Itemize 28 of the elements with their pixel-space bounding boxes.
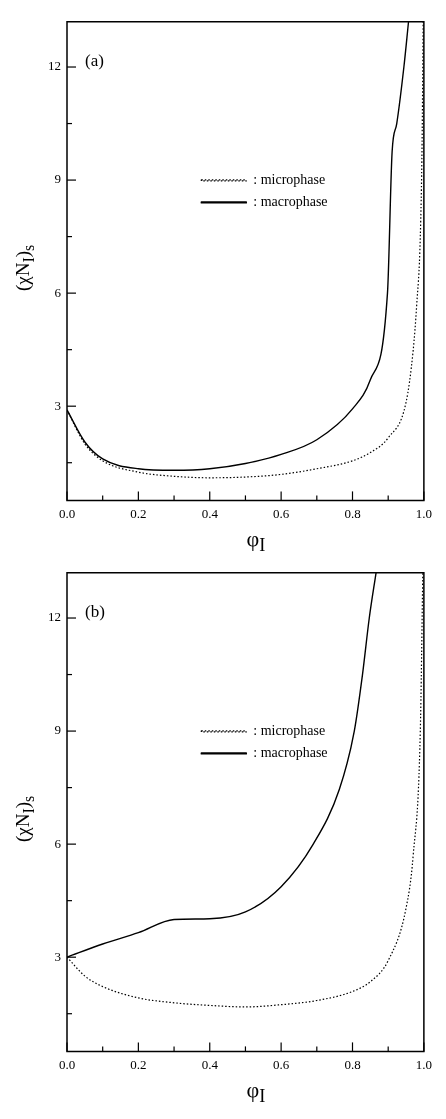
legend-label: : macrophase bbox=[253, 194, 328, 210]
y-tick-label: 12 bbox=[48, 609, 61, 625]
x-axis-title: φ$_{I}$ bbox=[245, 526, 267, 557]
x-tick-label: 0.2 bbox=[130, 1056, 147, 1072]
legend-label: : microphase bbox=[253, 172, 326, 188]
y-tick-label: 3 bbox=[54, 948, 61, 964]
y-tick-label: 6 bbox=[54, 835, 62, 851]
y-tick-label: 9 bbox=[54, 171, 61, 187]
legend-label: : microphase bbox=[253, 723, 326, 739]
annotation: (b) bbox=[85, 602, 105, 622]
y-tick-label: 6 bbox=[54, 284, 62, 300]
x-tick-label: 1.0 bbox=[415, 505, 432, 521]
x-tick-label: 0.6 bbox=[273, 1056, 290, 1072]
y-tick-label: 12 bbox=[48, 58, 61, 74]
x-tick-label: 0.2 bbox=[130, 505, 147, 521]
annotation: (a) bbox=[85, 51, 104, 71]
x-tick-label: 0.6 bbox=[273, 505, 290, 521]
y-tick-label: 9 bbox=[54, 722, 61, 738]
x-tick-label: 0.4 bbox=[201, 505, 219, 521]
x-tick-label: 0.8 bbox=[344, 505, 361, 521]
x-tick-label: 0.0 bbox=[58, 1056, 76, 1072]
x-tick-label: 0.0 bbox=[58, 505, 76, 521]
x-axis-title: φ$_{I}$ bbox=[245, 1077, 267, 1108]
y-tick-label: 3 bbox=[54, 397, 61, 413]
legend-label: : macrophase bbox=[253, 745, 328, 761]
x-tick-label: 0.8 bbox=[344, 1056, 361, 1072]
x-tick-label: 0.4 bbox=[201, 1056, 219, 1072]
x-tick-label: 1.0 bbox=[415, 1056, 432, 1072]
